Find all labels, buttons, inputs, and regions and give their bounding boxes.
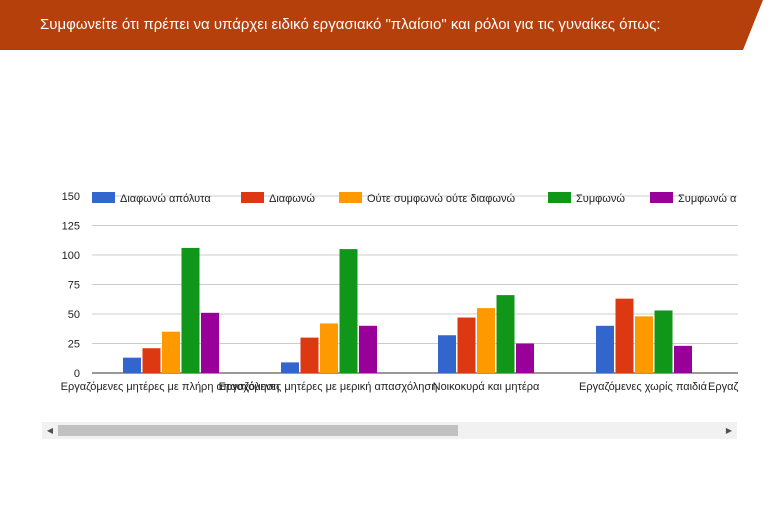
legend-label: Ούτε συμφωνώ ούτε διαφωνώ (367, 193, 515, 205)
legend-label: Διαφωνώ απόλυτα (120, 193, 211, 205)
bar (477, 308, 495, 373)
bar (457, 317, 476, 373)
bar (596, 325, 614, 373)
bar (438, 335, 456, 373)
legend-swatch (548, 192, 571, 203)
legend-swatch (339, 192, 362, 203)
bar-chart: 0 25 50 75 100 125 150 Εργαζόμενες μητέρες με π… (61, 191, 739, 393)
y-tick-label: 125 (62, 221, 80, 233)
bar (674, 345, 692, 373)
bar (635, 316, 653, 373)
legend-label: Συμφωνώ (576, 193, 625, 205)
scroll-left-icon[interactable]: ◀ (46, 426, 54, 435)
bar (281, 362, 299, 373)
legend-swatch (650, 192, 673, 203)
x-tick-label: Εργαζ (708, 381, 738, 393)
page-title: Συμφωνείτε ότι πρέπει να υπάρχει ειδικό … (40, 16, 661, 33)
bar (359, 325, 377, 373)
bar (320, 323, 338, 373)
bar (496, 295, 515, 373)
bar (142, 348, 161, 373)
chart-container: 0 25 50 75 100 125 150 Εργαζόμενες μητέρες με π… (0, 180, 770, 410)
y-tick-label: 75 (68, 280, 80, 292)
legend-label: Διαφωνώ (269, 193, 315, 205)
legend-label: Συμφωνώ α (678, 193, 737, 205)
bar (654, 310, 673, 373)
y-tick-label: 100 (62, 250, 80, 262)
y-tick-label: 0 (74, 368, 80, 380)
scroll-right-icon[interactable]: ▶ (725, 426, 733, 435)
x-tick-label: Νοικοκυρά και μητέρα (433, 381, 540, 393)
header-banner: Συμφωνείτε ότι πρέπει να υπάρχει ειδικό … (0, 0, 770, 50)
bar (615, 298, 634, 373)
bar (201, 312, 219, 373)
bar (181, 247, 200, 373)
bar (516, 343, 534, 373)
x-tick-label: Εργαζόμενες μητέρες με μερική απασχόληση (219, 381, 438, 393)
legend-swatch (92, 192, 115, 203)
bar (123, 357, 141, 373)
x-tick-label: Εργαζόμενες χωρίς παιδιά (579, 381, 708, 393)
bar (300, 337, 319, 373)
bar (162, 331, 180, 373)
y-tick-label: 25 (68, 339, 80, 351)
header-banner-shape (0, 0, 763, 50)
bar (339, 249, 358, 373)
y-tick-label: 50 (68, 309, 80, 321)
horizontal-scrollbar[interactable]: ◀ ▶ (42, 422, 737, 439)
y-tick-label: 150 (62, 191, 80, 203)
x-tick-label: Εργαζόμενες μητέρες με πλήρη απασχόληση (61, 381, 280, 393)
legend-swatch (241, 192, 264, 203)
scroll-thumb[interactable] (58, 425, 458, 436)
